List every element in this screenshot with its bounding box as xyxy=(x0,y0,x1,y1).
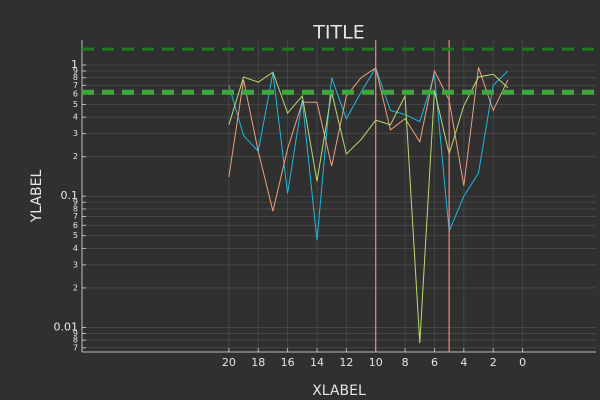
y-tick-label: 0.1 xyxy=(61,189,79,202)
y-tick-label: 3 xyxy=(73,260,78,269)
y-tick-label: 8 xyxy=(73,336,78,345)
y-tick-label: 7 xyxy=(73,81,78,90)
y-tick-label: 5 xyxy=(73,100,78,109)
y-tick-label: 1 xyxy=(71,58,78,71)
series-line xyxy=(228,67,509,212)
x-tick-label: 18 xyxy=(251,356,265,369)
y-tick-label: 0.01 xyxy=(54,320,79,333)
x-tick-label: 14 xyxy=(310,356,324,369)
x-tick-label: 10 xyxy=(369,356,383,369)
y-tick-label: 6 xyxy=(73,221,78,230)
x-tick-label: 20 xyxy=(222,356,236,369)
y-tick-label: 7 xyxy=(73,212,78,221)
y-tick-label: 2 xyxy=(73,152,78,161)
y-tick-label: 9 xyxy=(73,329,78,338)
x-tick-label: 12 xyxy=(339,356,353,369)
y-tick-label: 3 xyxy=(73,129,78,138)
y-tick-label: 4 xyxy=(73,244,78,253)
y-tick-label: 8 xyxy=(73,204,78,213)
x-axis-label: XLABEL xyxy=(312,383,366,399)
y-tick-label: 9 xyxy=(73,198,78,207)
y-tick-label: 5 xyxy=(73,231,78,240)
chart-title: TITLE xyxy=(312,22,364,44)
series-line xyxy=(228,66,509,241)
x-tick-label: 16 xyxy=(281,356,295,369)
y-tick-label: 4 xyxy=(73,113,78,122)
y-tick-label: 7 xyxy=(73,343,78,352)
y-tick-label: 2 xyxy=(73,283,78,292)
x-tick-label: 8 xyxy=(402,356,409,369)
x-tick-label: 0 xyxy=(519,356,526,369)
y-axis-label: YLABEL xyxy=(29,170,45,224)
x-tick-label: 4 xyxy=(460,356,467,369)
series-line xyxy=(228,71,509,344)
y-tick-label: 9 xyxy=(73,66,78,75)
y-tick-label: 8 xyxy=(73,73,78,82)
y-tick-label: 6 xyxy=(73,90,78,99)
x-tick-label: 2 xyxy=(490,356,497,369)
x-tick-label: 6 xyxy=(431,356,438,369)
